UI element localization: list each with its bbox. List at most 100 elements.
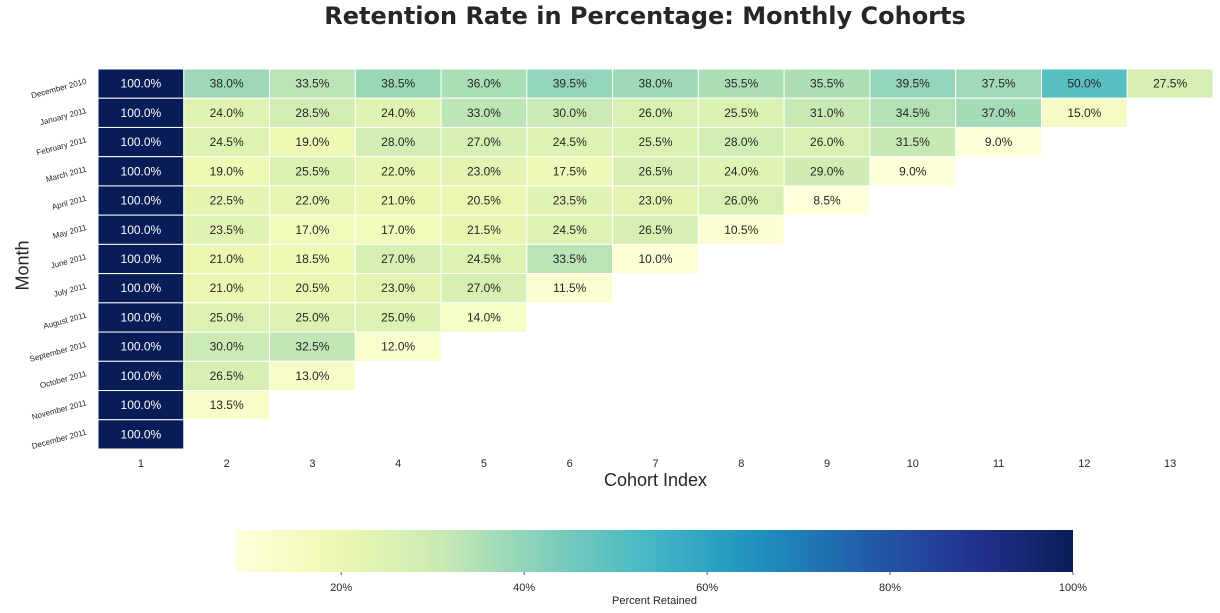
heatmap-cell — [183, 273, 271, 304]
cell-value-label: 30.0% — [553, 106, 587, 120]
cell-value-label: 35.5% — [724, 77, 758, 91]
cell-value-label: 25.5% — [638, 135, 672, 149]
heatmap-cell — [269, 156, 356, 187]
cell-value-label: 38.0% — [638, 77, 672, 91]
cell-value-label: 27.5% — [1153, 77, 1187, 91]
heatmap-cell — [183, 156, 271, 187]
cell-value-label: 26.0% — [810, 135, 844, 149]
heatmap-cell — [269, 185, 356, 216]
x-tick-label: 11 — [993, 458, 1004, 470]
cell-value-label: 18.5% — [295, 252, 329, 266]
heatmap-cell — [697, 185, 785, 216]
cell-value-label: 22.0% — [295, 194, 329, 208]
y-tick-label: March 2011 — [45, 164, 88, 184]
heatmap-cell — [783, 97, 871, 128]
cell-value-label: 100.0% — [121, 310, 162, 324]
heatmap-cell — [526, 185, 614, 216]
cell-value-label: 17.0% — [381, 223, 415, 237]
heatmap-cell — [783, 156, 871, 187]
heatmap-cell — [269, 68, 356, 99]
cell-value-label: 34.5% — [896, 106, 930, 120]
cell-value-label: 12.0% — [381, 340, 415, 354]
heatmap-cell — [97, 360, 185, 392]
heatmap-cell — [97, 390, 185, 421]
heatmap-cell — [269, 302, 356, 333]
cell-value-label: 25.0% — [295, 310, 329, 324]
cell-value-label: 22.5% — [210, 194, 244, 208]
cell-value-label: 100.0% — [121, 106, 162, 120]
cell-value-label: 100.0% — [121, 427, 162, 441]
x-tick-label: 7 — [652, 458, 658, 470]
heatmap-cell — [183, 390, 271, 421]
heatmap-cell — [354, 331, 442, 362]
cell-value-label: 39.5% — [553, 77, 587, 91]
y-tick-label: December 2011 — [31, 427, 88, 450]
y-tick-label: April 2011 — [51, 194, 88, 212]
cell-value-label: 8.5% — [813, 194, 841, 208]
cell-value-label: 13.5% — [210, 398, 244, 412]
heatmap-cell — [97, 419, 185, 450]
cell-value-label: 21.0% — [210, 252, 244, 266]
cell-value-label: 15.0% — [1067, 106, 1101, 120]
y-tick-label: May 2011 — [52, 223, 88, 241]
cell-value-label: 27.0% — [467, 281, 501, 295]
heatmap-cell — [526, 126, 614, 158]
heatmap-cell — [955, 97, 1042, 128]
cell-value-label: 38.0% — [210, 77, 244, 91]
x-tick-label: 3 — [309, 458, 315, 470]
heatmap-cell — [783, 185, 871, 216]
heatmap-cell — [526, 273, 614, 304]
x-tick-label: 1 — [138, 458, 144, 470]
cell-value-label: 23.0% — [381, 281, 415, 295]
colorbar-tick-label: 100% — [1059, 582, 1087, 594]
cell-value-label: 10.0% — [638, 252, 672, 266]
cell-value-label: 9.0% — [899, 164, 927, 178]
heatmap-cell — [269, 97, 356, 128]
cell-value-label: 33.5% — [553, 252, 587, 266]
chart-title: Retention Rate in Percentage: Monthly Co… — [324, 2, 966, 30]
heatmap-cell — [869, 156, 957, 187]
cell-value-label: 28.0% — [724, 135, 758, 149]
cell-value-label: 10.5% — [724, 223, 758, 237]
colorbar — [236, 530, 1073, 572]
heatmap-cell — [440, 243, 528, 275]
heatmap-cell — [869, 68, 957, 99]
x-tick-label: 5 — [481, 458, 487, 470]
cell-value-label: 33.0% — [467, 106, 501, 120]
cell-value-label: 50.0% — [1067, 77, 1101, 91]
cell-value-label: 17.5% — [553, 164, 587, 178]
cell-value-label: 100.0% — [121, 194, 162, 208]
heatmap-cell — [440, 126, 528, 158]
cell-value-label: 33.5% — [295, 77, 329, 91]
cell-value-label: 37.0% — [982, 106, 1016, 120]
y-tick-label: October 2011 — [39, 369, 88, 390]
x-tick-label: 2 — [224, 458, 230, 470]
heatmap-cell — [97, 68, 185, 99]
heatmap-cell — [440, 185, 528, 216]
cell-value-label: 100.0% — [121, 252, 162, 266]
heatmap-cell — [183, 243, 271, 275]
heatmap-cell — [183, 360, 271, 392]
cell-value-label: 19.0% — [295, 135, 329, 149]
cell-value-label: 17.0% — [295, 223, 329, 237]
cell-value-label: 100.0% — [121, 77, 162, 91]
cell-value-label: 24.5% — [553, 135, 587, 149]
cell-value-label: 14.0% — [467, 310, 501, 324]
colorbar-label: Percent Retained — [612, 595, 697, 607]
cell-value-label: 25.0% — [381, 310, 415, 324]
heatmap-cell — [183, 185, 271, 216]
cell-value-label: 11.5% — [553, 281, 586, 295]
cell-value-label: 30.0% — [210, 340, 244, 354]
x-tick-label: 6 — [567, 458, 573, 470]
cell-value-label: 24.5% — [210, 135, 244, 149]
cell-value-label: 35.5% — [810, 77, 844, 91]
cell-value-label: 27.0% — [381, 252, 415, 266]
cell-value-label: 27.0% — [467, 135, 501, 149]
heatmap-cell — [783, 68, 871, 99]
cell-value-label: 24.5% — [467, 252, 501, 266]
cell-value-label: 20.5% — [467, 194, 501, 208]
cell-value-label: 100.0% — [121, 135, 162, 149]
cell-value-label: 23.0% — [638, 194, 672, 208]
heatmap-cell — [440, 302, 528, 333]
